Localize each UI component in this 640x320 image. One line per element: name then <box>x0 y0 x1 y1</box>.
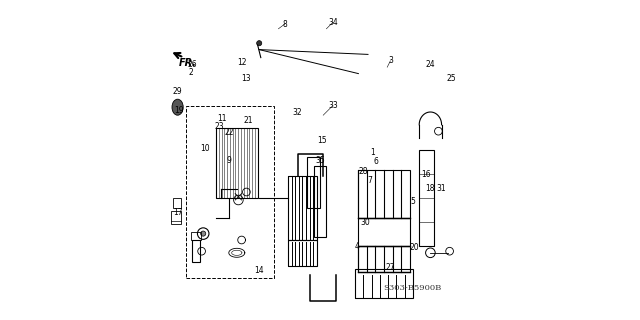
Text: 12: 12 <box>237 58 246 67</box>
Text: 21: 21 <box>243 116 253 124</box>
Ellipse shape <box>172 99 183 115</box>
Bar <box>288 240 317 266</box>
Bar <box>307 157 320 208</box>
Bar <box>173 198 181 208</box>
Text: 9: 9 <box>227 156 231 164</box>
Bar <box>192 240 200 262</box>
Text: 8: 8 <box>282 20 287 28</box>
Text: 1: 1 <box>371 148 375 156</box>
Text: 35: 35 <box>315 156 325 164</box>
Text: 19: 19 <box>174 106 184 115</box>
Bar <box>358 170 410 218</box>
Bar <box>288 176 317 240</box>
Bar <box>419 150 434 246</box>
Text: 32: 32 <box>292 108 303 116</box>
Text: 25: 25 <box>446 74 456 83</box>
Text: 14: 14 <box>254 266 264 275</box>
Circle shape <box>257 41 262 46</box>
Text: 13: 13 <box>241 74 252 83</box>
Text: 18: 18 <box>426 184 435 193</box>
Circle shape <box>201 231 206 236</box>
Text: 10: 10 <box>200 144 210 153</box>
Text: 20: 20 <box>410 244 419 252</box>
Bar <box>172 211 180 224</box>
Bar <box>314 166 326 237</box>
Bar <box>358 218 410 246</box>
Text: FR.: FR. <box>179 58 197 68</box>
Text: 16: 16 <box>420 170 431 179</box>
Bar <box>216 128 258 198</box>
Text: 6: 6 <box>374 157 378 166</box>
Text: 31: 31 <box>436 184 447 193</box>
Text: 2: 2 <box>188 68 193 76</box>
Text: 5: 5 <box>410 197 415 206</box>
Bar <box>186 106 274 278</box>
Text: 28: 28 <box>358 167 368 176</box>
Text: 15: 15 <box>317 136 326 145</box>
Bar <box>355 269 413 298</box>
Text: 23: 23 <box>214 122 224 131</box>
Text: 29: 29 <box>173 87 182 96</box>
Text: 27: 27 <box>385 263 396 272</box>
Bar <box>358 246 410 272</box>
Text: 7: 7 <box>367 176 372 185</box>
Text: 11: 11 <box>218 114 227 123</box>
Bar <box>191 232 201 240</box>
Text: S303-B5900B: S303-B5900B <box>383 284 442 292</box>
Text: 33: 33 <box>328 101 338 110</box>
Text: 4: 4 <box>355 242 359 251</box>
Text: 30: 30 <box>360 218 370 227</box>
Text: 22: 22 <box>224 128 234 137</box>
Text: 24: 24 <box>426 60 435 68</box>
Text: 3: 3 <box>388 56 393 65</box>
Text: 34: 34 <box>328 18 338 27</box>
Text: 26: 26 <box>187 60 197 68</box>
Text: 17: 17 <box>173 208 182 217</box>
